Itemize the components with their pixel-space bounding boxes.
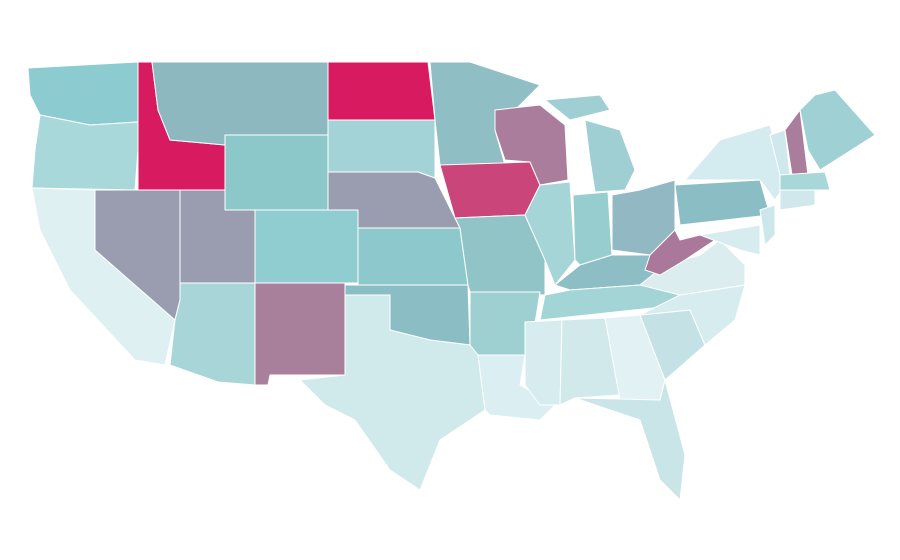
state: [254, 282, 346, 386]
state: [799, 89, 876, 171]
state: [779, 189, 816, 211]
state: [674, 179, 771, 226]
state: [327, 61, 436, 121]
state: [357, 227, 469, 286]
state: [572, 191, 613, 266]
state: [31, 114, 139, 191]
state: [574, 379, 686, 501]
state: [327, 119, 436, 179]
state: [429, 61, 541, 166]
state: [254, 209, 359, 284]
state: [169, 282, 256, 386]
state: [759, 204, 776, 246]
state: [699, 224, 761, 256]
state: [779, 171, 831, 191]
state: [477, 354, 556, 421]
state: [544, 94, 611, 121]
state: [584, 119, 636, 193]
state: [439, 161, 541, 219]
state: [559, 317, 621, 406]
state: [524, 319, 563, 406]
state: [151, 61, 329, 146]
state: [224, 134, 329, 211]
